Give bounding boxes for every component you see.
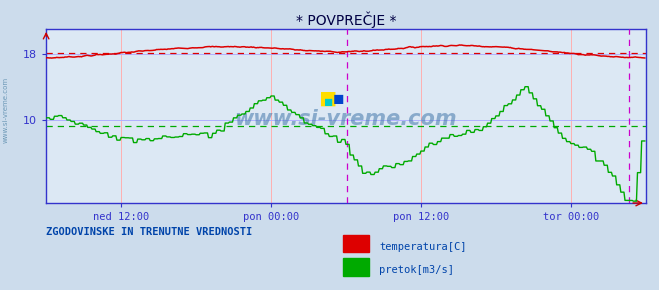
Text: www.si-vreme.com: www.si-vreme.com	[235, 110, 457, 129]
Text: ZGODOVINSKE IN TRENUTNE VREDNOSTI: ZGODOVINSKE IN TRENUTNE VREDNOSTI	[46, 227, 252, 237]
Text: ◼: ◼	[319, 89, 337, 108]
Title: * POVPREČJE *: * POVPREČJE *	[296, 11, 396, 28]
Text: ◼: ◼	[332, 92, 344, 106]
Text: ◼: ◼	[324, 97, 333, 107]
Text: www.si-vreme.com: www.si-vreme.com	[2, 77, 9, 143]
Text: pretok[m3/s]: pretok[m3/s]	[379, 265, 454, 275]
Text: temperatura[C]: temperatura[C]	[379, 242, 467, 251]
